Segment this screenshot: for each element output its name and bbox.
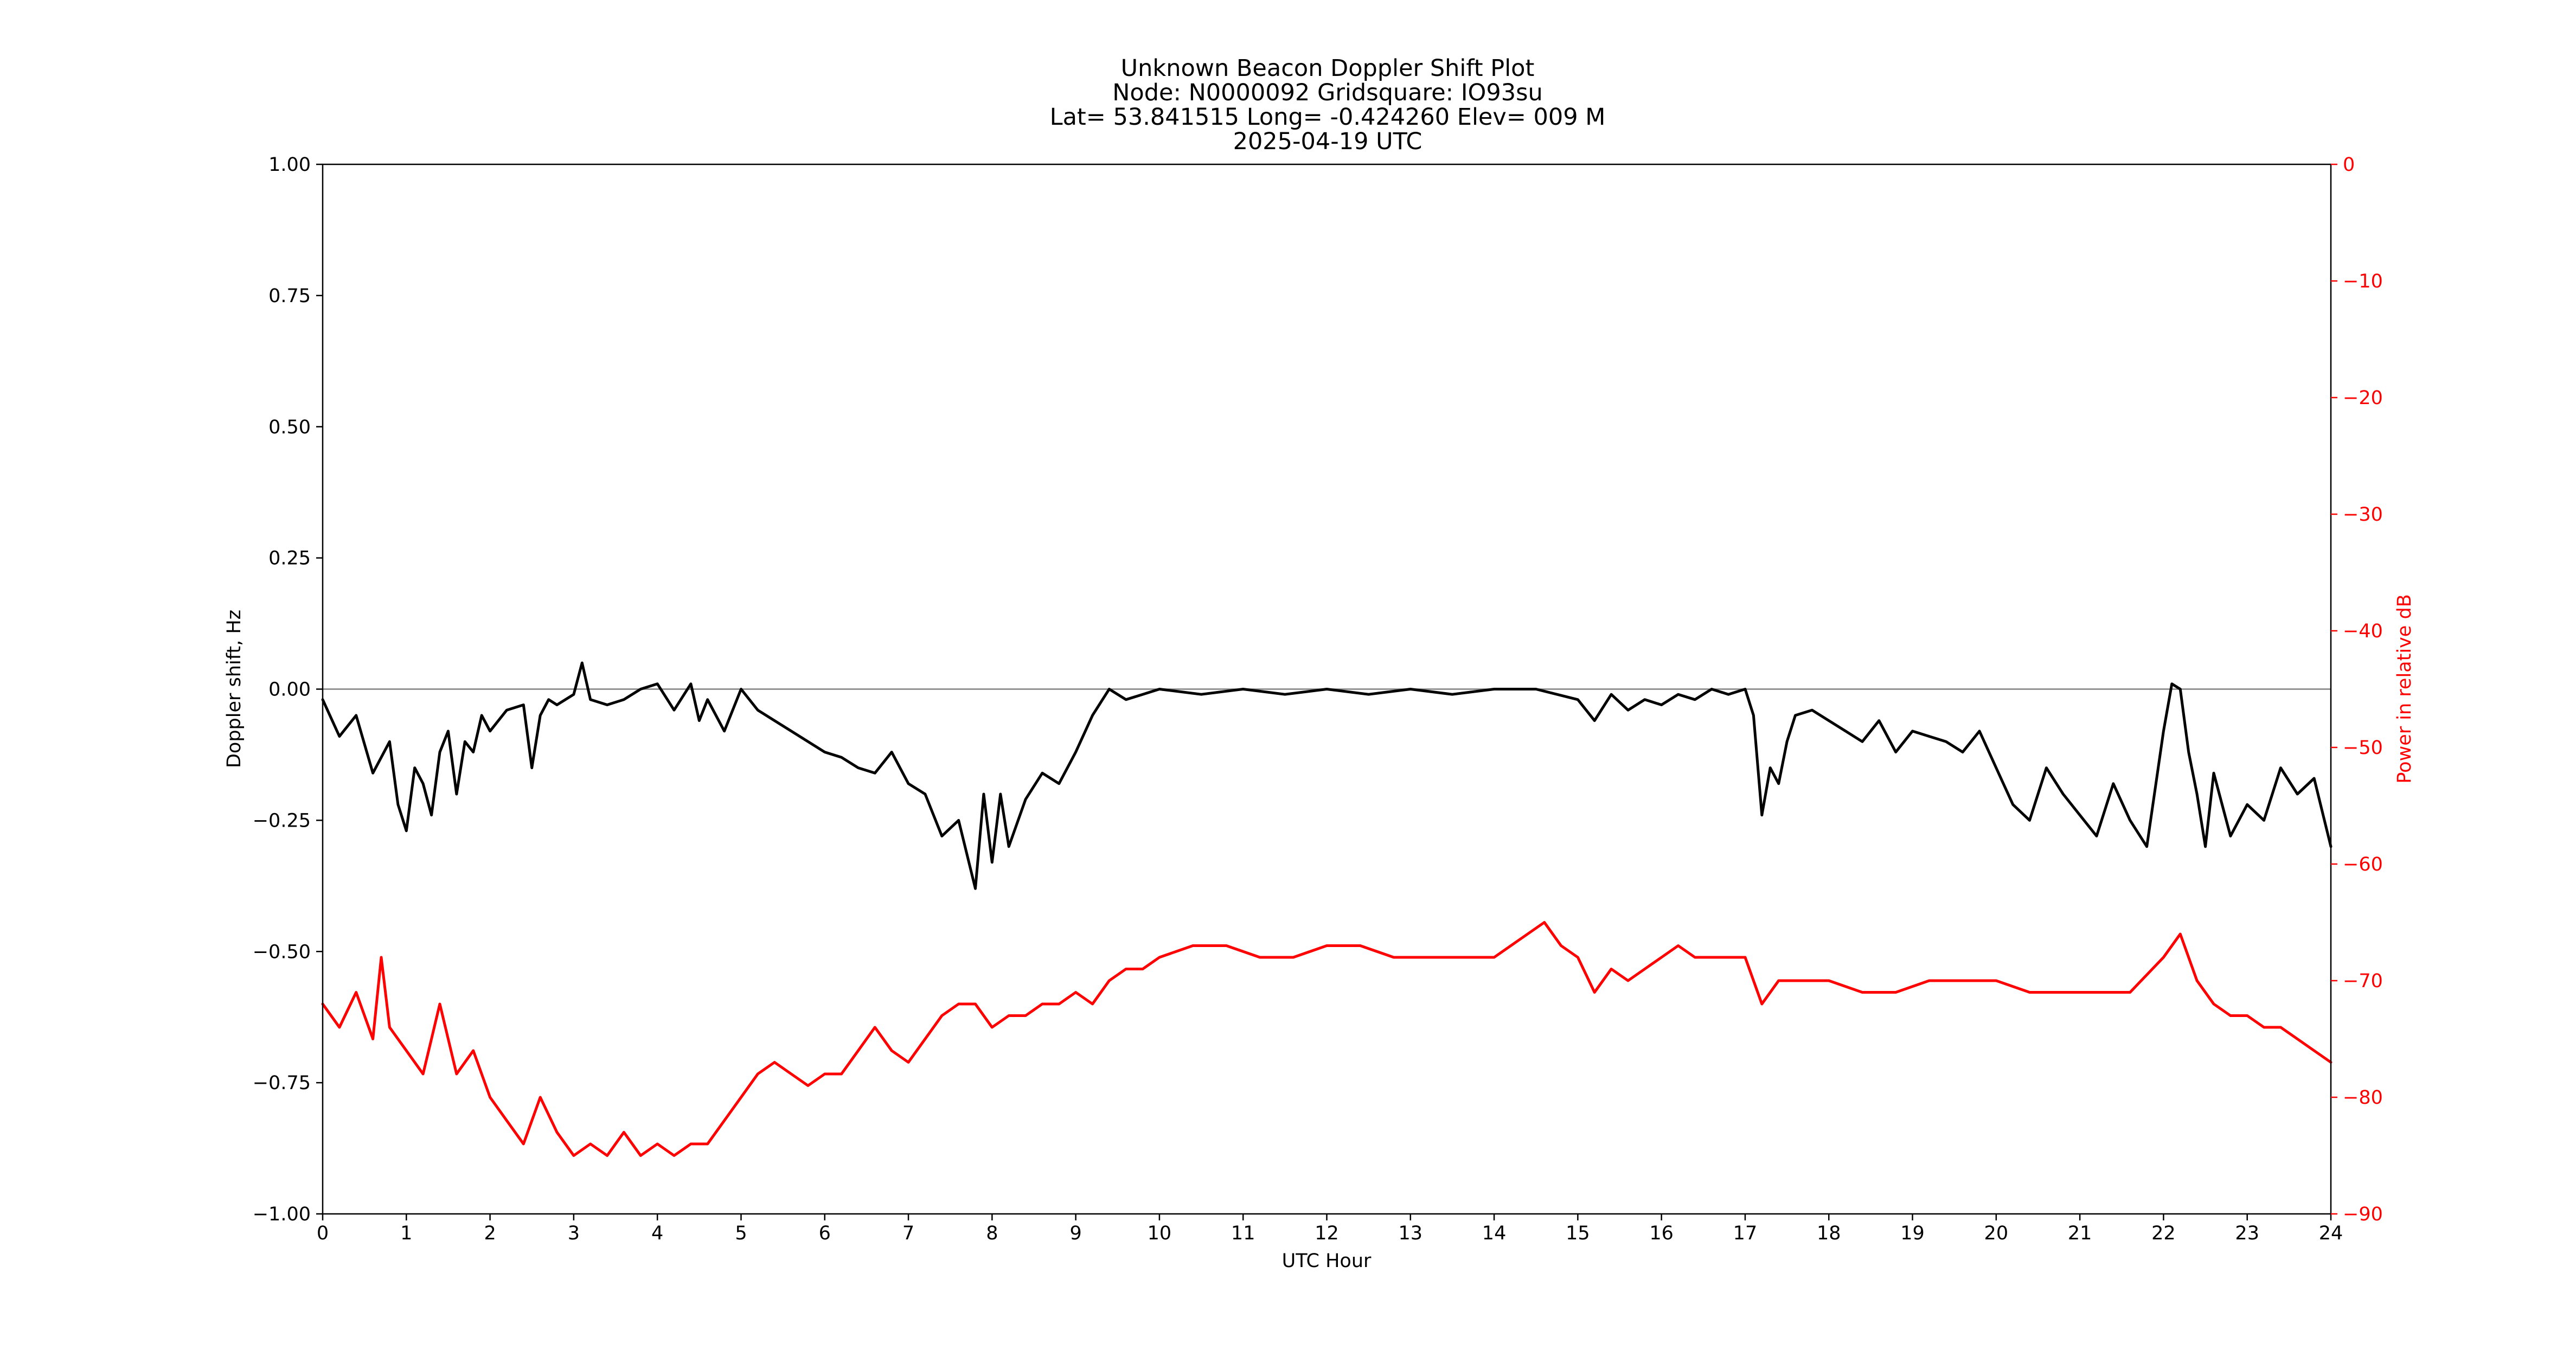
chart-title: Unknown Beacon Doppler Shift Plot Node: …: [1050, 55, 1606, 155]
x-tick-label: 4: [651, 1223, 663, 1244]
title-line-1: Unknown Beacon Doppler Shift Plot: [1121, 55, 1535, 82]
right-y-tick-label: −30: [2343, 504, 2383, 526]
series-group: [321, 661, 2333, 1157]
doppler-series-line: [321, 661, 2333, 890]
left-y-axis-label: Doppler shift, Hz: [223, 610, 245, 768]
right-y-tick-label: −90: [2343, 1204, 2383, 1225]
x-tick-label: 19: [1900, 1223, 1925, 1244]
x-axis-label: UTC Hour: [1282, 1250, 1372, 1272]
x-tick-label: 12: [1315, 1223, 1339, 1244]
left-y-tick-label: 0.50: [268, 417, 311, 438]
left-y-axis: 1.00 0.75 0.50 0.25 0.00 −0.25 −0.50 −0.75 −1.00: [253, 154, 323, 1225]
left-y-tick-label: 0.25: [268, 548, 311, 570]
left-y-tick-label: −0.25: [253, 810, 311, 831]
title-line-2: Node: N0000092 Gridsquare: IO93su: [1112, 79, 1543, 106]
x-tick-label: 14: [1482, 1223, 1507, 1244]
x-tick-label: 1: [400, 1223, 412, 1244]
right-y-tick-label: −70: [2343, 970, 2383, 992]
x-tick-label: 9: [1069, 1223, 1081, 1244]
x-axis: 0 1 2 3 4 5 6 7 8 9 10 11 12 13 14 15 16 17 18 19 20 21 22 23 24: [317, 1214, 2343, 1244]
title-line-4: 2025-04-19 UTC: [1233, 128, 1422, 155]
x-tick-label: 18: [1817, 1223, 1841, 1244]
right-y-tick-label: −40: [2343, 621, 2383, 642]
x-tick-label: 17: [1733, 1223, 1758, 1244]
x-tick-label: 21: [2068, 1223, 2092, 1244]
x-tick-label: 11: [1231, 1223, 1255, 1244]
right-y-tick-label: −20: [2343, 387, 2383, 409]
left-y-tick-label: 0.00: [268, 679, 311, 701]
title-line-3: Lat= 53.841515 Long= -0.424260 Elev= 009…: [1050, 104, 1606, 131]
x-tick-label: 10: [1148, 1223, 1172, 1244]
x-tick-label: 13: [1399, 1223, 1423, 1244]
x-tick-label: 7: [902, 1223, 914, 1244]
x-tick-label: 23: [2235, 1223, 2259, 1244]
left-y-tick-label: −0.50: [253, 941, 311, 963]
left-y-tick-label: 0.75: [268, 285, 311, 307]
right-y-tick-label: −50: [2343, 737, 2383, 759]
right-y-axis-label: Power in relative dB: [2394, 594, 2415, 783]
right-y-axis: 0 −10 −20 −30 −40 −50 −60 −70 −80 −90: [2331, 154, 2383, 1225]
right-y-tick-label: −80: [2343, 1087, 2383, 1109]
x-tick-label: 5: [735, 1223, 747, 1244]
right-y-tick-label: −60: [2343, 854, 2383, 875]
x-tick-label: 20: [1984, 1223, 2009, 1244]
x-tick-label: 8: [986, 1223, 998, 1244]
left-y-tick-label: 1.00: [268, 154, 311, 176]
left-y-tick-label: −1.00: [253, 1204, 311, 1225]
power-series-line: [321, 921, 2333, 1157]
right-y-tick-label: −10: [2343, 271, 2383, 292]
x-tick-label: 15: [1566, 1223, 1590, 1244]
x-tick-label: 16: [1649, 1223, 1674, 1244]
left-y-tick-label: −0.75: [253, 1072, 311, 1094]
x-tick-label: 22: [2151, 1223, 2176, 1244]
x-tick-label: 24: [2319, 1223, 2343, 1244]
x-tick-label: 2: [484, 1223, 496, 1244]
x-tick-label: 6: [819, 1223, 831, 1244]
right-y-tick-label: 0: [2343, 154, 2355, 176]
x-tick-label: 0: [317, 1223, 329, 1244]
x-tick-label: 3: [568, 1223, 580, 1244]
